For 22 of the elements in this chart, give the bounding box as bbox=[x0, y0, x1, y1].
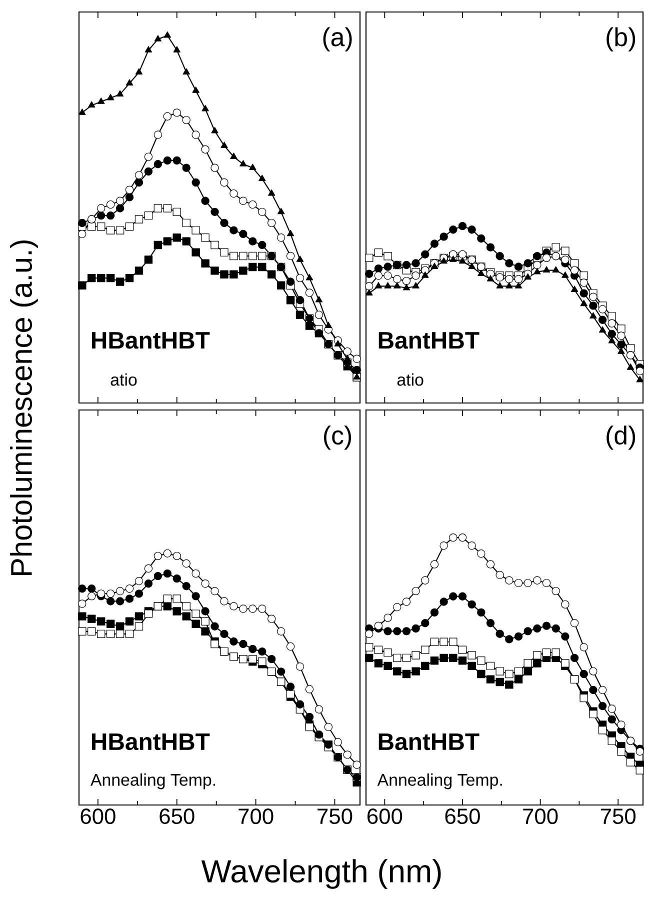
text: (c) bbox=[324, 426, 352, 450]
text: (b) bbox=[606, 27, 636, 52]
annotation: Annealing Temp. bbox=[377, 773, 502, 790]
x-axis-title: Wavelength (nm) bbox=[201, 859, 441, 889]
x-tick-label: 600 bbox=[80, 808, 116, 824]
annotation: HBantHBT bbox=[92, 733, 210, 750]
x-tick-label: 650 bbox=[445, 808, 480, 824]
annotation: atio bbox=[397, 373, 424, 386]
annotation: BantHBT bbox=[378, 733, 480, 750]
x-tick-label: 650 bbox=[160, 808, 194, 824]
annotation: Annealing Temp. bbox=[90, 773, 216, 790]
annotation: HBantHBT bbox=[92, 332, 210, 349]
x-tick-label: 750 bbox=[318, 808, 352, 824]
annotation: BantHBT bbox=[378, 332, 480, 349]
annotation: (a) bbox=[323, 27, 352, 52]
text: (d) bbox=[606, 426, 636, 450]
x-tick-label: 700 bbox=[238, 808, 274, 824]
annotation: atio bbox=[110, 373, 137, 386]
x-tick-label: 700 bbox=[523, 808, 558, 824]
x-tick-label: 750 bbox=[600, 808, 636, 824]
x-tick-label: 600 bbox=[368, 808, 402, 824]
y-axis-title: Photoluminescence (a.u.) bbox=[10, 240, 38, 576]
